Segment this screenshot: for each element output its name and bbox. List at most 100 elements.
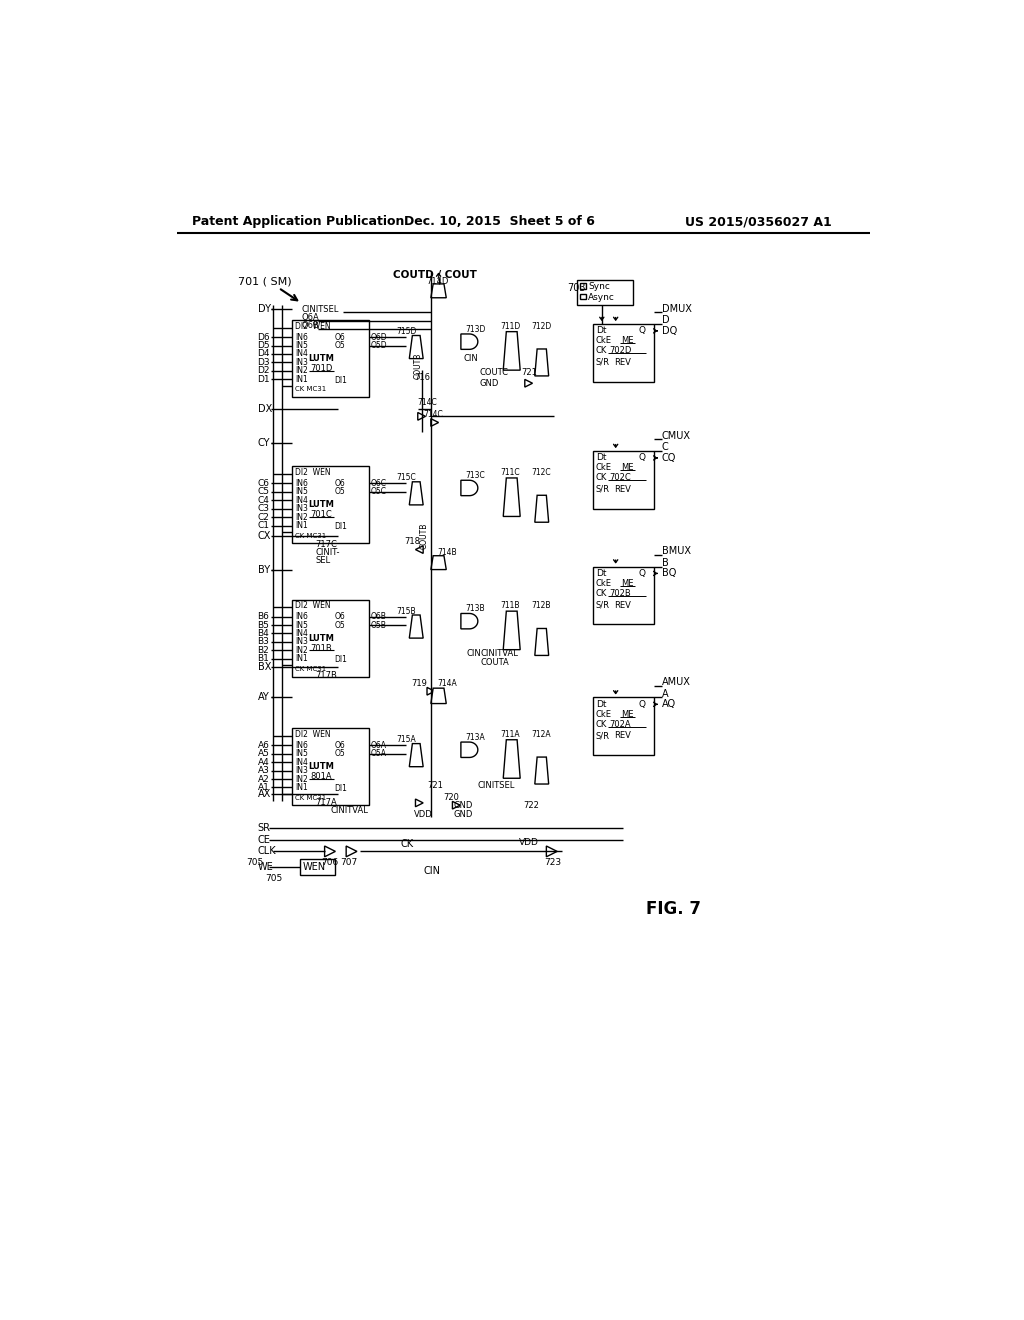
Text: Dt: Dt [596, 326, 606, 335]
Text: IN5: IN5 [295, 750, 308, 758]
Text: IN4: IN4 [295, 496, 308, 504]
Text: DI1: DI1 [335, 655, 347, 664]
Text: O6A: O6A [371, 741, 387, 750]
Text: O6: O6 [335, 479, 345, 488]
Text: O6D: O6D [371, 333, 387, 342]
Text: CkE: CkE [596, 579, 611, 587]
Bar [292, 321, 370, 397]
Text: DI1: DI1 [335, 376, 347, 384]
Text: REV: REV [614, 484, 631, 494]
Text: SEL: SEL [315, 556, 331, 565]
Text: CK: CK [596, 589, 607, 598]
Polygon shape [416, 799, 423, 807]
Text: Dec. 10, 2015  Sheet 5 of 6: Dec. 10, 2015 Sheet 5 of 6 [403, 215, 595, 228]
Bar [292, 599, 370, 677]
Text: DY: DY [258, 304, 270, 314]
Text: CK MC31: CK MC31 [295, 665, 327, 672]
Text: 714A: 714A [437, 678, 457, 688]
Text: D2: D2 [258, 367, 270, 375]
Text: GND: GND [454, 810, 473, 818]
Text: 714D: 714D [426, 277, 449, 286]
Text: LUTM: LUTM [308, 354, 335, 363]
Polygon shape [431, 418, 438, 426]
Text: IN1: IN1 [295, 655, 308, 664]
Text: 711A: 711A [500, 730, 520, 739]
Text: 711C: 711C [500, 469, 520, 477]
Text: O5: O5 [335, 487, 345, 496]
Text: Async: Async [588, 293, 614, 302]
Polygon shape [461, 614, 478, 628]
Text: IN6: IN6 [295, 612, 308, 620]
Polygon shape [535, 495, 549, 523]
Text: A1: A1 [258, 783, 269, 792]
Text: 712D: 712D [531, 322, 551, 331]
Text: ME: ME [621, 579, 634, 587]
Text: CIN: CIN [423, 866, 440, 875]
Text: 712B: 712B [531, 602, 551, 610]
Text: 715C: 715C [396, 474, 416, 482]
Text: ME: ME [621, 337, 634, 346]
Text: CkE: CkE [596, 710, 611, 719]
Text: 701 ( SM): 701 ( SM) [239, 277, 292, 286]
Text: DQ: DQ [662, 326, 677, 335]
Polygon shape [410, 615, 423, 638]
Polygon shape [535, 348, 549, 376]
Text: IN2: IN2 [295, 775, 308, 784]
Text: 717B: 717B [315, 672, 337, 680]
Text: 702B: 702B [609, 589, 631, 598]
Text: O6B: O6B [301, 321, 319, 330]
Text: IN3: IN3 [295, 638, 308, 647]
Text: 718: 718 [403, 537, 420, 546]
Polygon shape [461, 742, 478, 758]
Text: WE: WE [258, 862, 273, 871]
Text: 711B: 711B [500, 602, 519, 610]
Bar [593, 451, 654, 508]
Text: 714C: 714C [418, 399, 437, 407]
Text: B3: B3 [258, 638, 269, 647]
Text: WEN: WEN [303, 862, 327, 871]
Polygon shape [418, 412, 425, 420]
Text: O5B: O5B [371, 620, 387, 630]
Text: 715A: 715A [396, 735, 416, 744]
Text: 714B: 714B [437, 548, 457, 557]
Text: 715B: 715B [396, 607, 416, 615]
Text: O6: O6 [335, 612, 345, 620]
Text: O5A: O5A [371, 750, 387, 758]
Text: US 2015/0356027 A1: US 2015/0356027 A1 [685, 215, 831, 228]
Text: REV: REV [614, 601, 631, 610]
Bar [292, 466, 370, 544]
Text: IN5: IN5 [295, 341, 308, 350]
Text: CK: CK [596, 474, 607, 482]
Text: B6: B6 [258, 612, 269, 620]
Polygon shape [461, 480, 478, 496]
Text: A6: A6 [258, 741, 269, 750]
Text: B1: B1 [258, 655, 269, 664]
Text: D6: D6 [258, 333, 270, 342]
Bar [593, 323, 654, 381]
Text: SR: SR [258, 824, 270, 833]
Text: CINIT-: CINIT- [315, 548, 340, 557]
Text: CK: CK [596, 346, 607, 355]
Text: 721: 721 [428, 781, 443, 791]
Text: 713C: 713C [466, 471, 485, 480]
Text: S/R: S/R [596, 731, 609, 741]
Text: 711D: 711D [500, 322, 520, 331]
Bar [300, 859, 335, 875]
Text: 717A: 717A [315, 799, 337, 808]
Text: REV: REV [614, 731, 631, 741]
Text: DI2  WEN: DI2 WEN [295, 322, 331, 331]
Text: 702A: 702A [609, 719, 631, 729]
Text: 719: 719 [412, 678, 427, 688]
Text: DI2  WEN: DI2 WEN [295, 730, 331, 739]
Text: IN2: IN2 [295, 645, 308, 655]
Polygon shape [503, 478, 520, 516]
Text: CK MC31: CK MC31 [295, 387, 327, 392]
Text: Q: Q [639, 454, 646, 462]
Polygon shape [535, 758, 549, 784]
Text: BY: BY [258, 565, 269, 576]
Text: C1: C1 [258, 521, 269, 531]
Text: IN4: IN4 [295, 758, 308, 767]
Text: 701C: 701C [310, 511, 333, 519]
Text: BX: BX [258, 661, 271, 672]
Polygon shape [503, 611, 520, 649]
